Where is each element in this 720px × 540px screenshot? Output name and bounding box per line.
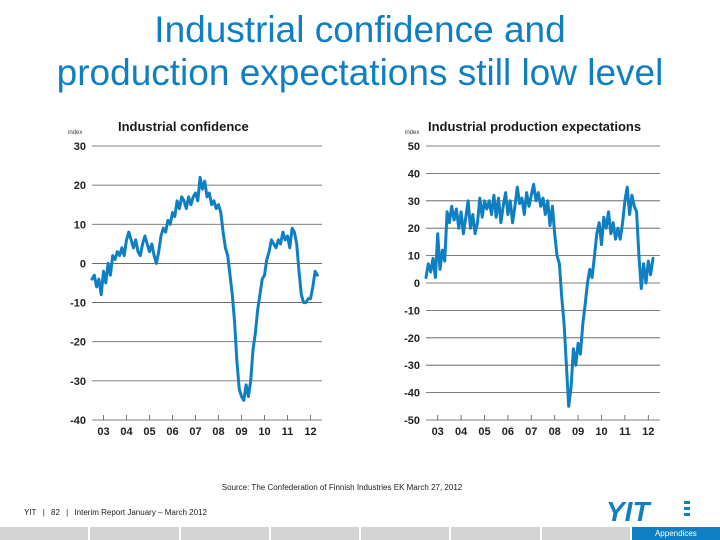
x-tick-label: 04 bbox=[455, 426, 468, 438]
x-tick-label: 06 bbox=[166, 426, 178, 438]
x-tick-label: 12 bbox=[304, 426, 316, 438]
nav-segment[interactable] bbox=[90, 527, 179, 540]
y-tick-label: 40 bbox=[408, 168, 420, 180]
x-tick-label: 09 bbox=[235, 426, 247, 438]
x-tick-label: 08 bbox=[212, 426, 224, 438]
x-tick-label: 03 bbox=[432, 426, 444, 438]
title-line-1: Industrial confidence and bbox=[154, 9, 566, 50]
y-tick-label: -40 bbox=[404, 388, 420, 400]
y-tick-label: 0 bbox=[80, 258, 86, 270]
y-tick-label: 10 bbox=[408, 251, 420, 263]
y-tick-label: 0 bbox=[414, 278, 420, 290]
series-line bbox=[90, 175, 319, 402]
y-tick-label: 30 bbox=[74, 141, 86, 153]
footer-page-number: 82 bbox=[51, 508, 60, 517]
y-tick-label: -10 bbox=[70, 298, 86, 310]
footer-report: Interim Report January – March 2012 bbox=[74, 508, 207, 517]
y-tick-label: 20 bbox=[408, 223, 420, 235]
footer-company: YIT bbox=[24, 508, 37, 517]
y-tick-label: 20 bbox=[74, 180, 86, 192]
x-tick-label: 12 bbox=[642, 426, 654, 438]
nav-segment[interactable] bbox=[541, 527, 630, 540]
footer-separator: | bbox=[66, 508, 69, 517]
x-tick-label: 10 bbox=[258, 426, 270, 438]
y-tick-label: -10 bbox=[404, 305, 420, 317]
y-tick-label: -20 bbox=[70, 337, 86, 349]
yit-logo: YIT bbox=[600, 496, 696, 531]
chart-2-title: Industrial production expectations bbox=[428, 119, 642, 134]
x-tick-label: 08 bbox=[549, 426, 561, 438]
chart-industrial-confidence: 30 20 10 0 -10 -20 -30 -40 03 04 05 06 07 08 09 10 11 12 bbox=[70, 141, 322, 438]
y-tick-label: -30 bbox=[70, 376, 86, 388]
footer-separator: | bbox=[42, 508, 45, 517]
x-tick-label: 07 bbox=[525, 426, 537, 438]
x-tick-label: 11 bbox=[282, 426, 294, 438]
logo-text: YIT bbox=[606, 496, 652, 526]
chart-production-expectations: 50 40 30 20 10 0 -10 -20 -30 -40 -50 03 04 05 06 07 08 09… bbox=[404, 141, 660, 438]
nav-segment[interactable] bbox=[0, 527, 89, 540]
chart-1-unit-label: index bbox=[68, 130, 83, 136]
x-tick-label: 04 bbox=[120, 426, 133, 438]
series-line bbox=[424, 182, 655, 408]
x-tick-label: 10 bbox=[595, 426, 607, 438]
nav-segment[interactable] bbox=[270, 527, 359, 540]
title-line-2: production expectations still low level bbox=[56, 52, 664, 93]
y-tick-label: 10 bbox=[74, 219, 86, 231]
y-tick-label: -50 bbox=[404, 415, 420, 427]
y-tick-label: -30 bbox=[404, 360, 420, 372]
x-tick-label: 05 bbox=[478, 426, 490, 438]
bottom-navigation-bar: Appendices bbox=[0, 527, 720, 540]
y-tick-label: 50 bbox=[408, 141, 420, 153]
x-tick-label: 06 bbox=[502, 426, 514, 438]
nav-segment[interactable] bbox=[451, 527, 540, 540]
chart-1-title: Industrial confidence bbox=[118, 119, 249, 134]
nav-segment[interactable] bbox=[361, 527, 450, 540]
source-note: Source: The Confederation of Finnish Ind… bbox=[221, 483, 463, 492]
page-title: Industrial confidence and production exp… bbox=[0, 8, 720, 94]
nav-segment-appendices[interactable]: Appendices bbox=[631, 527, 720, 540]
y-tick-label: -40 bbox=[70, 415, 86, 427]
x-tick-label: 11 bbox=[619, 426, 631, 438]
y-tick-label: -20 bbox=[404, 333, 420, 345]
y-tick-label: 30 bbox=[408, 196, 420, 208]
x-tick-label: 07 bbox=[189, 426, 201, 438]
x-tick-label: 09 bbox=[572, 426, 584, 438]
nav-segment[interactable] bbox=[180, 527, 269, 540]
x-tick-label: 03 bbox=[97, 426, 109, 438]
chart-2-unit-label: index bbox=[405, 130, 420, 136]
footer: YIT | 82 | Interim Report January – Marc… bbox=[24, 508, 211, 517]
x-tick-label: 05 bbox=[143, 426, 155, 438]
